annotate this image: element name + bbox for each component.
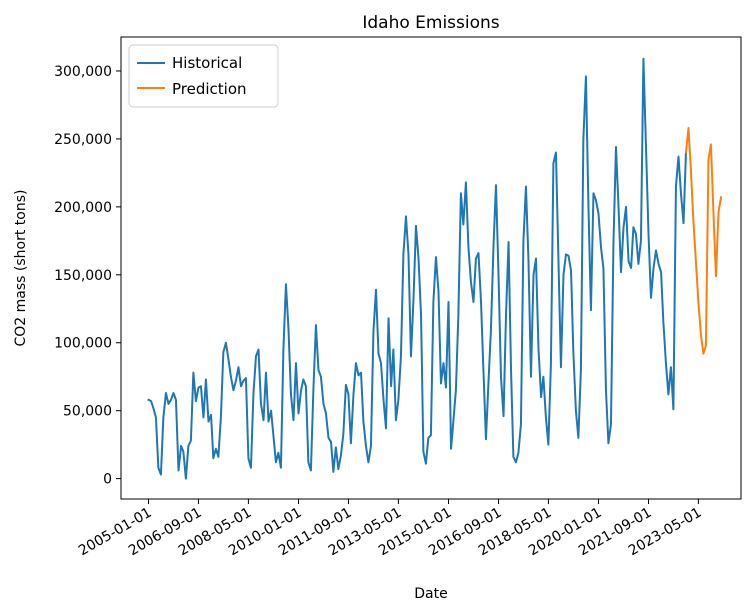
plot-frame <box>120 36 742 500</box>
legend-box <box>128 44 279 108</box>
y-axis-label: CO2 mass (short tons) <box>13 190 29 347</box>
chart-title: Idaho Emissions <box>362 13 499 33</box>
legend-label-historical: Historical <box>172 54 242 72</box>
legend: Historical Prediction <box>128 44 279 108</box>
y-tick-label: 0 <box>103 472 112 488</box>
y-tick-label: 250,000 <box>54 132 112 148</box>
series-lines <box>147 57 723 480</box>
y-tick-label: 200,000 <box>54 200 112 216</box>
series-line-historical <box>147 57 688 480</box>
y-tick-label: 100,000 <box>54 336 112 352</box>
x-axis-label: Date <box>414 586 447 602</box>
series-line-prediction <box>684 127 723 355</box>
y-axis-ticks: 0 50,000 100,000 150,000 200,000 250,000 300,0… <box>54 64 121 488</box>
legend-label-prediction: Prediction <box>172 80 247 98</box>
y-tick-label: 150,000 <box>54 268 112 284</box>
y-tick-label: 300,000 <box>54 64 112 80</box>
y-tick-label: 50,000 <box>63 404 112 420</box>
